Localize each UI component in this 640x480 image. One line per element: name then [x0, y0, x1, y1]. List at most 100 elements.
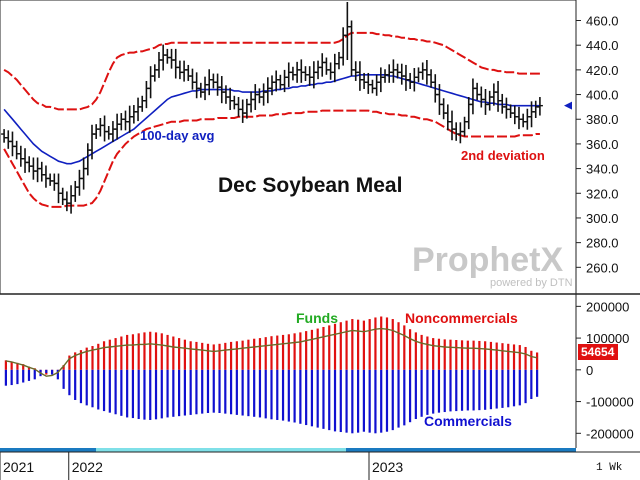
- date-axis: 2021 2022 2023: [0, 452, 403, 480]
- price-bar: [222, 85, 229, 104]
- price-bar: [202, 76, 209, 101]
- price-bar: [5, 130, 12, 149]
- date-label: 2021: [3, 459, 34, 475]
- price-bar: [273, 70, 280, 92]
- price-bar: [252, 84, 259, 110]
- date-label: 2022: [72, 459, 103, 475]
- price-bar: [428, 69, 435, 88]
- price-bar: [331, 53, 338, 83]
- price-bar: [59, 187, 66, 205]
- price-bar: [239, 99, 246, 123]
- price-bar: [319, 53, 326, 77]
- price-bar: [315, 60, 322, 80]
- price-bar: [155, 51, 162, 78]
- price-bar: [126, 105, 133, 133]
- position-tick-label: -100000: [586, 395, 634, 410]
- price-bar: [465, 97, 472, 130]
- price-bar: [444, 104, 451, 131]
- price-tick-label: 400.0: [586, 88, 619, 103]
- price-bar: [17, 145, 24, 167]
- price-bar: [231, 95, 238, 110]
- price-bar: [130, 105, 137, 124]
- price-bar: [323, 57, 330, 75]
- commercials-label: Commercials: [424, 413, 512, 429]
- price-bar: [453, 122, 460, 141]
- price-bar: [411, 68, 418, 92]
- price-bar: [168, 48, 175, 69]
- price-tick-label: 460.0: [586, 14, 619, 29]
- chart-title: Dec Soybean Meal: [218, 174, 402, 197]
- price-bar: [63, 191, 70, 212]
- price-bar: [327, 62, 334, 80]
- period-label: 1 Wk: [596, 462, 623, 474]
- price-bar: [30, 157, 37, 180]
- price-tick-label: 300.0: [586, 211, 619, 226]
- position-tick-label: 200000: [586, 299, 629, 314]
- price-bar: [298, 59, 305, 83]
- position-tick-label: 0: [586, 363, 593, 378]
- price-bars: [1, 2, 543, 214]
- price-bar: [344, 2, 351, 60]
- price-bar: [189, 68, 196, 90]
- price-bar: [365, 72, 372, 94]
- price-bar: [390, 59, 397, 83]
- price-bar: [38, 161, 45, 182]
- price-bar: [478, 86, 485, 108]
- price-bar: [440, 98, 447, 120]
- price-bar: [449, 110, 455, 141]
- price-bar: [143, 80, 150, 109]
- price-bar: [160, 44, 167, 71]
- last-value-text: 54654: [581, 345, 615, 359]
- price-bar: [306, 66, 313, 86]
- price-bar: [210, 73, 217, 89]
- avg-label: 100-day avg: [140, 128, 214, 143]
- price-bar: [398, 63, 405, 85]
- price-tick-label: 440.0: [586, 38, 619, 53]
- last-value-badge: 54654: [578, 344, 618, 360]
- price-bar: [13, 140, 20, 160]
- price-bar: [47, 173, 54, 186]
- price-bar: [172, 48, 179, 79]
- price-bar: [532, 100, 539, 118]
- prophetx-watermark: ProphetX powered by DTN: [412, 241, 573, 289]
- price-bar: [386, 64, 393, 83]
- price-bar: [495, 80, 502, 112]
- price-bar: [72, 180, 79, 202]
- price-bar: [22, 148, 29, 173]
- price-bar: [9, 131, 16, 157]
- price-bar: [84, 143, 91, 176]
- price-bar: [352, 61, 359, 81]
- price-bar: [114, 113, 121, 140]
- price-bar: [193, 72, 200, 99]
- price-bar: [147, 66, 154, 99]
- price-bar: [423, 60, 430, 85]
- price-bar: [289, 66, 296, 81]
- price-bar: [536, 97, 543, 116]
- price-tick-label: 280.0: [586, 236, 619, 251]
- price-bar: [97, 118, 104, 137]
- price-bar: [181, 60, 188, 82]
- price-bar: [335, 51, 342, 70]
- price-bar: [235, 97, 242, 117]
- lower-deviation-line: [3, 109, 540, 208]
- price-bar: [294, 61, 301, 83]
- noncommercials-label: Noncommercials: [405, 310, 518, 326]
- price-bar: [373, 74, 380, 96]
- price-bar: [474, 82, 481, 101]
- price-bar: [469, 78, 476, 115]
- price-tick-label: 260.0: [586, 260, 619, 275]
- price-bar: [486, 90, 493, 111]
- price-bar: [461, 116, 468, 137]
- deviation-label: 2nd deviation: [461, 148, 545, 163]
- price-bar: [93, 124, 100, 139]
- price-bar: [118, 113, 125, 131]
- price-bar: [214, 73, 221, 96]
- price-bar: [369, 79, 376, 94]
- price-bar: [135, 97, 142, 122]
- timeline-highlight: [96, 448, 346, 452]
- price-bar: [285, 62, 292, 88]
- price-bar: [151, 64, 158, 82]
- price-bar: [256, 88, 263, 104]
- upper-deviation-line: [3, 31, 540, 111]
